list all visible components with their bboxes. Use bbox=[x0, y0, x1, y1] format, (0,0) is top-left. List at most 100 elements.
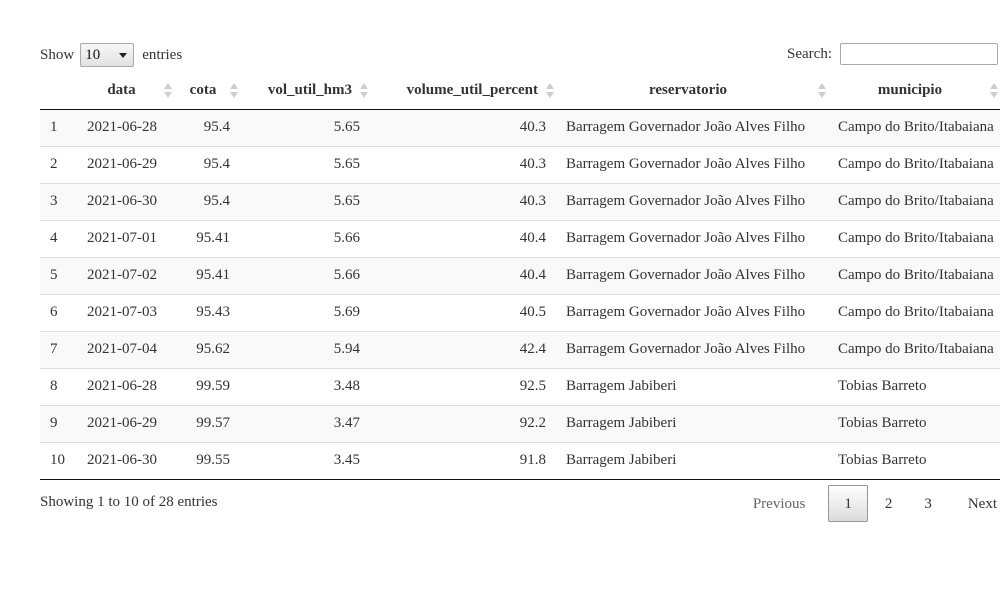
col-header-data-label: data bbox=[107, 81, 136, 98]
cell-vol-util-hm3: 5.65 bbox=[240, 109, 370, 146]
table-info: Showing 1 to 10 of 28 entries bbox=[40, 494, 218, 510]
cell-vol-util-hm3: 5.94 bbox=[240, 330, 370, 368]
search-input[interactable] bbox=[840, 43, 998, 65]
next-page-button[interactable]: Next bbox=[967, 496, 997, 512]
cell-data: 2021-06-28 bbox=[77, 109, 174, 146]
cell-municipio: Campo do Brito/Itabaiana bbox=[828, 256, 1000, 294]
cell-index: 3 bbox=[40, 182, 77, 220]
cell-cota: 95.62 bbox=[174, 330, 240, 368]
cell-municipio: Campo do Brito/Itabaiana bbox=[828, 219, 1000, 257]
cell-reservatorio: Barragem Jabiberi bbox=[556, 441, 828, 480]
col-header-data[interactable]: data bbox=[77, 72, 174, 110]
table-row[interactable]: 5 2021-07-02 95.41 5.66 40.4 Barragem Go… bbox=[40, 256, 1000, 294]
cell-cota: 99.59 bbox=[174, 367, 240, 405]
sort-icon bbox=[360, 83, 368, 98]
cell-reservatorio: Barragem Governador João Alves Filho bbox=[556, 256, 828, 294]
cell-index: 7 bbox=[40, 330, 77, 368]
cell-data: 2021-07-04 bbox=[77, 330, 174, 368]
cell-municipio: Tobias Barreto bbox=[828, 441, 1000, 480]
cell-data: 2021-06-29 bbox=[77, 145, 174, 183]
table-row[interactable]: 10 2021-06-30 99.55 3.45 91.8 Barragem J… bbox=[40, 441, 1000, 480]
cell-reservatorio: Barragem Governador João Alves Filho bbox=[556, 293, 828, 331]
cell-volume-util-percent: 92.5 bbox=[370, 367, 556, 405]
col-header-cota-label: cota bbox=[189, 81, 217, 98]
cell-reservatorio: Barragem Governador João Alves Filho bbox=[556, 219, 828, 257]
cell-volume-util-percent: 40.5 bbox=[370, 293, 556, 331]
cell-reservatorio: Barragem Jabiberi bbox=[556, 404, 828, 442]
cell-municipio: Campo do Brito/Itabaiana bbox=[828, 293, 1000, 331]
cell-cota: 95.4 bbox=[174, 145, 240, 183]
col-header-cota[interactable]: cota bbox=[174, 72, 240, 110]
cell-vol-util-hm3: 5.69 bbox=[240, 293, 370, 331]
previous-page-button[interactable]: Previous bbox=[752, 496, 806, 512]
cell-index: 6 bbox=[40, 293, 77, 331]
page-button-3[interactable]: 3 bbox=[924, 496, 932, 512]
col-header-municipio[interactable]: municipio bbox=[828, 72, 1000, 110]
cell-cota: 99.55 bbox=[174, 441, 240, 480]
col-header-reservatorio[interactable]: reservatorio bbox=[556, 72, 828, 110]
cell-vol-util-hm3: 3.48 bbox=[240, 367, 370, 405]
table-row[interactable]: 9 2021-06-29 99.57 3.47 92.2 Barragem Ja… bbox=[40, 404, 1000, 442]
cell-index: 2 bbox=[40, 145, 77, 183]
cell-index: 10 bbox=[40, 441, 77, 480]
col-header-volume-util-percent[interactable]: volume_util_percent bbox=[370, 72, 556, 110]
entries-select-value: 10 bbox=[85, 46, 101, 63]
cell-vol-util-hm3: 5.65 bbox=[240, 182, 370, 220]
cell-municipio: Campo do Brito/Itabaiana bbox=[828, 145, 1000, 183]
cell-municipio: Campo do Brito/Itabaiana bbox=[828, 330, 1000, 368]
table-row[interactable]: 4 2021-07-01 95.41 5.66 40.4 Barragem Go… bbox=[40, 219, 1000, 257]
sort-icon bbox=[818, 83, 826, 98]
pagination: Previous 1 2 3 Next bbox=[738, 485, 1000, 522]
table-row[interactable]: 1 2021-06-28 95.4 5.65 40.3 Barragem Gov… bbox=[40, 109, 1000, 146]
table-header-row: data cota vol_util_hm3 volume_util_perce… bbox=[40, 72, 1000, 110]
cell-municipio: Campo do Brito/Itabaiana bbox=[828, 182, 1000, 220]
table-row[interactable]: 6 2021-07-03 95.43 5.69 40.5 Barragem Go… bbox=[40, 293, 1000, 331]
search-label: Search: bbox=[787, 45, 832, 62]
col-header-municipio-label: municipio bbox=[877, 81, 943, 98]
page-button-1[interactable]: 1 bbox=[828, 485, 868, 522]
cell-cota: 95.41 bbox=[174, 219, 240, 257]
cell-reservatorio: Barragem Jabiberi bbox=[556, 367, 828, 405]
cell-reservatorio: Barragem Governador João Alves Filho bbox=[556, 182, 828, 220]
col-header-index[interactable] bbox=[40, 72, 77, 110]
page-button-2[interactable]: 2 bbox=[884, 496, 893, 512]
sort-icon bbox=[990, 83, 998, 98]
search-control: Search: bbox=[787, 42, 998, 66]
cell-volume-util-percent: 40.4 bbox=[370, 256, 556, 294]
cell-data: 2021-06-29 bbox=[77, 404, 174, 442]
table-row[interactable]: 8 2021-06-28 99.59 3.48 92.5 Barragem Ja… bbox=[40, 367, 1000, 405]
length-prefix: Show bbox=[40, 47, 75, 63]
cell-vol-util-hm3: 5.66 bbox=[240, 256, 370, 294]
datatable-wrapper: Show 10 entries Search: data bbox=[40, 0, 1000, 597]
data-table: data cota vol_util_hm3 volume_util_perce… bbox=[40, 72, 1000, 480]
table-row[interactable]: 7 2021-07-04 95.62 5.94 42.4 Barragem Go… bbox=[40, 330, 1000, 368]
cell-volume-util-percent: 91.8 bbox=[370, 441, 556, 480]
cell-vol-util-hm3: 5.66 bbox=[240, 219, 370, 257]
entries-select[interactable]: 10 bbox=[80, 43, 135, 67]
cell-index: 4 bbox=[40, 219, 77, 257]
cell-index: 8 bbox=[40, 367, 77, 405]
col-header-vol-util-hm3[interactable]: vol_util_hm3 bbox=[240, 72, 370, 110]
cell-cota: 95.4 bbox=[174, 109, 240, 146]
col-header-volume-util-percent-label: volume_util_percent bbox=[406, 81, 538, 98]
cell-data: 2021-07-01 bbox=[77, 219, 174, 257]
cell-cota: 99.57 bbox=[174, 404, 240, 442]
cell-index: 1 bbox=[40, 109, 77, 146]
cell-volume-util-percent: 40.3 bbox=[370, 182, 556, 220]
cell-volume-util-percent: 40.3 bbox=[370, 145, 556, 183]
cell-data: 2021-07-03 bbox=[77, 293, 174, 331]
table-row[interactable]: 2 2021-06-29 95.4 5.65 40.3 Barragem Gov… bbox=[40, 145, 1000, 183]
cell-volume-util-percent: 40.4 bbox=[370, 219, 556, 257]
cell-municipio: Tobias Barreto bbox=[828, 367, 1000, 405]
cell-volume-util-percent: 40.3 bbox=[370, 109, 556, 146]
cell-data: 2021-06-28 bbox=[77, 367, 174, 405]
sort-icon bbox=[164, 83, 172, 98]
cell-cota: 95.41 bbox=[174, 256, 240, 294]
cell-vol-util-hm3: 3.47 bbox=[240, 404, 370, 442]
sort-icon bbox=[546, 83, 554, 98]
cell-reservatorio: Barragem Governador João Alves Filho bbox=[556, 109, 828, 146]
table-row[interactable]: 3 2021-06-30 95.4 5.65 40.3 Barragem Gov… bbox=[40, 182, 1000, 220]
cell-reservatorio: Barragem Governador João Alves Filho bbox=[556, 330, 828, 368]
chevron-down-icon bbox=[119, 52, 128, 58]
cell-data: 2021-07-02 bbox=[77, 256, 174, 294]
